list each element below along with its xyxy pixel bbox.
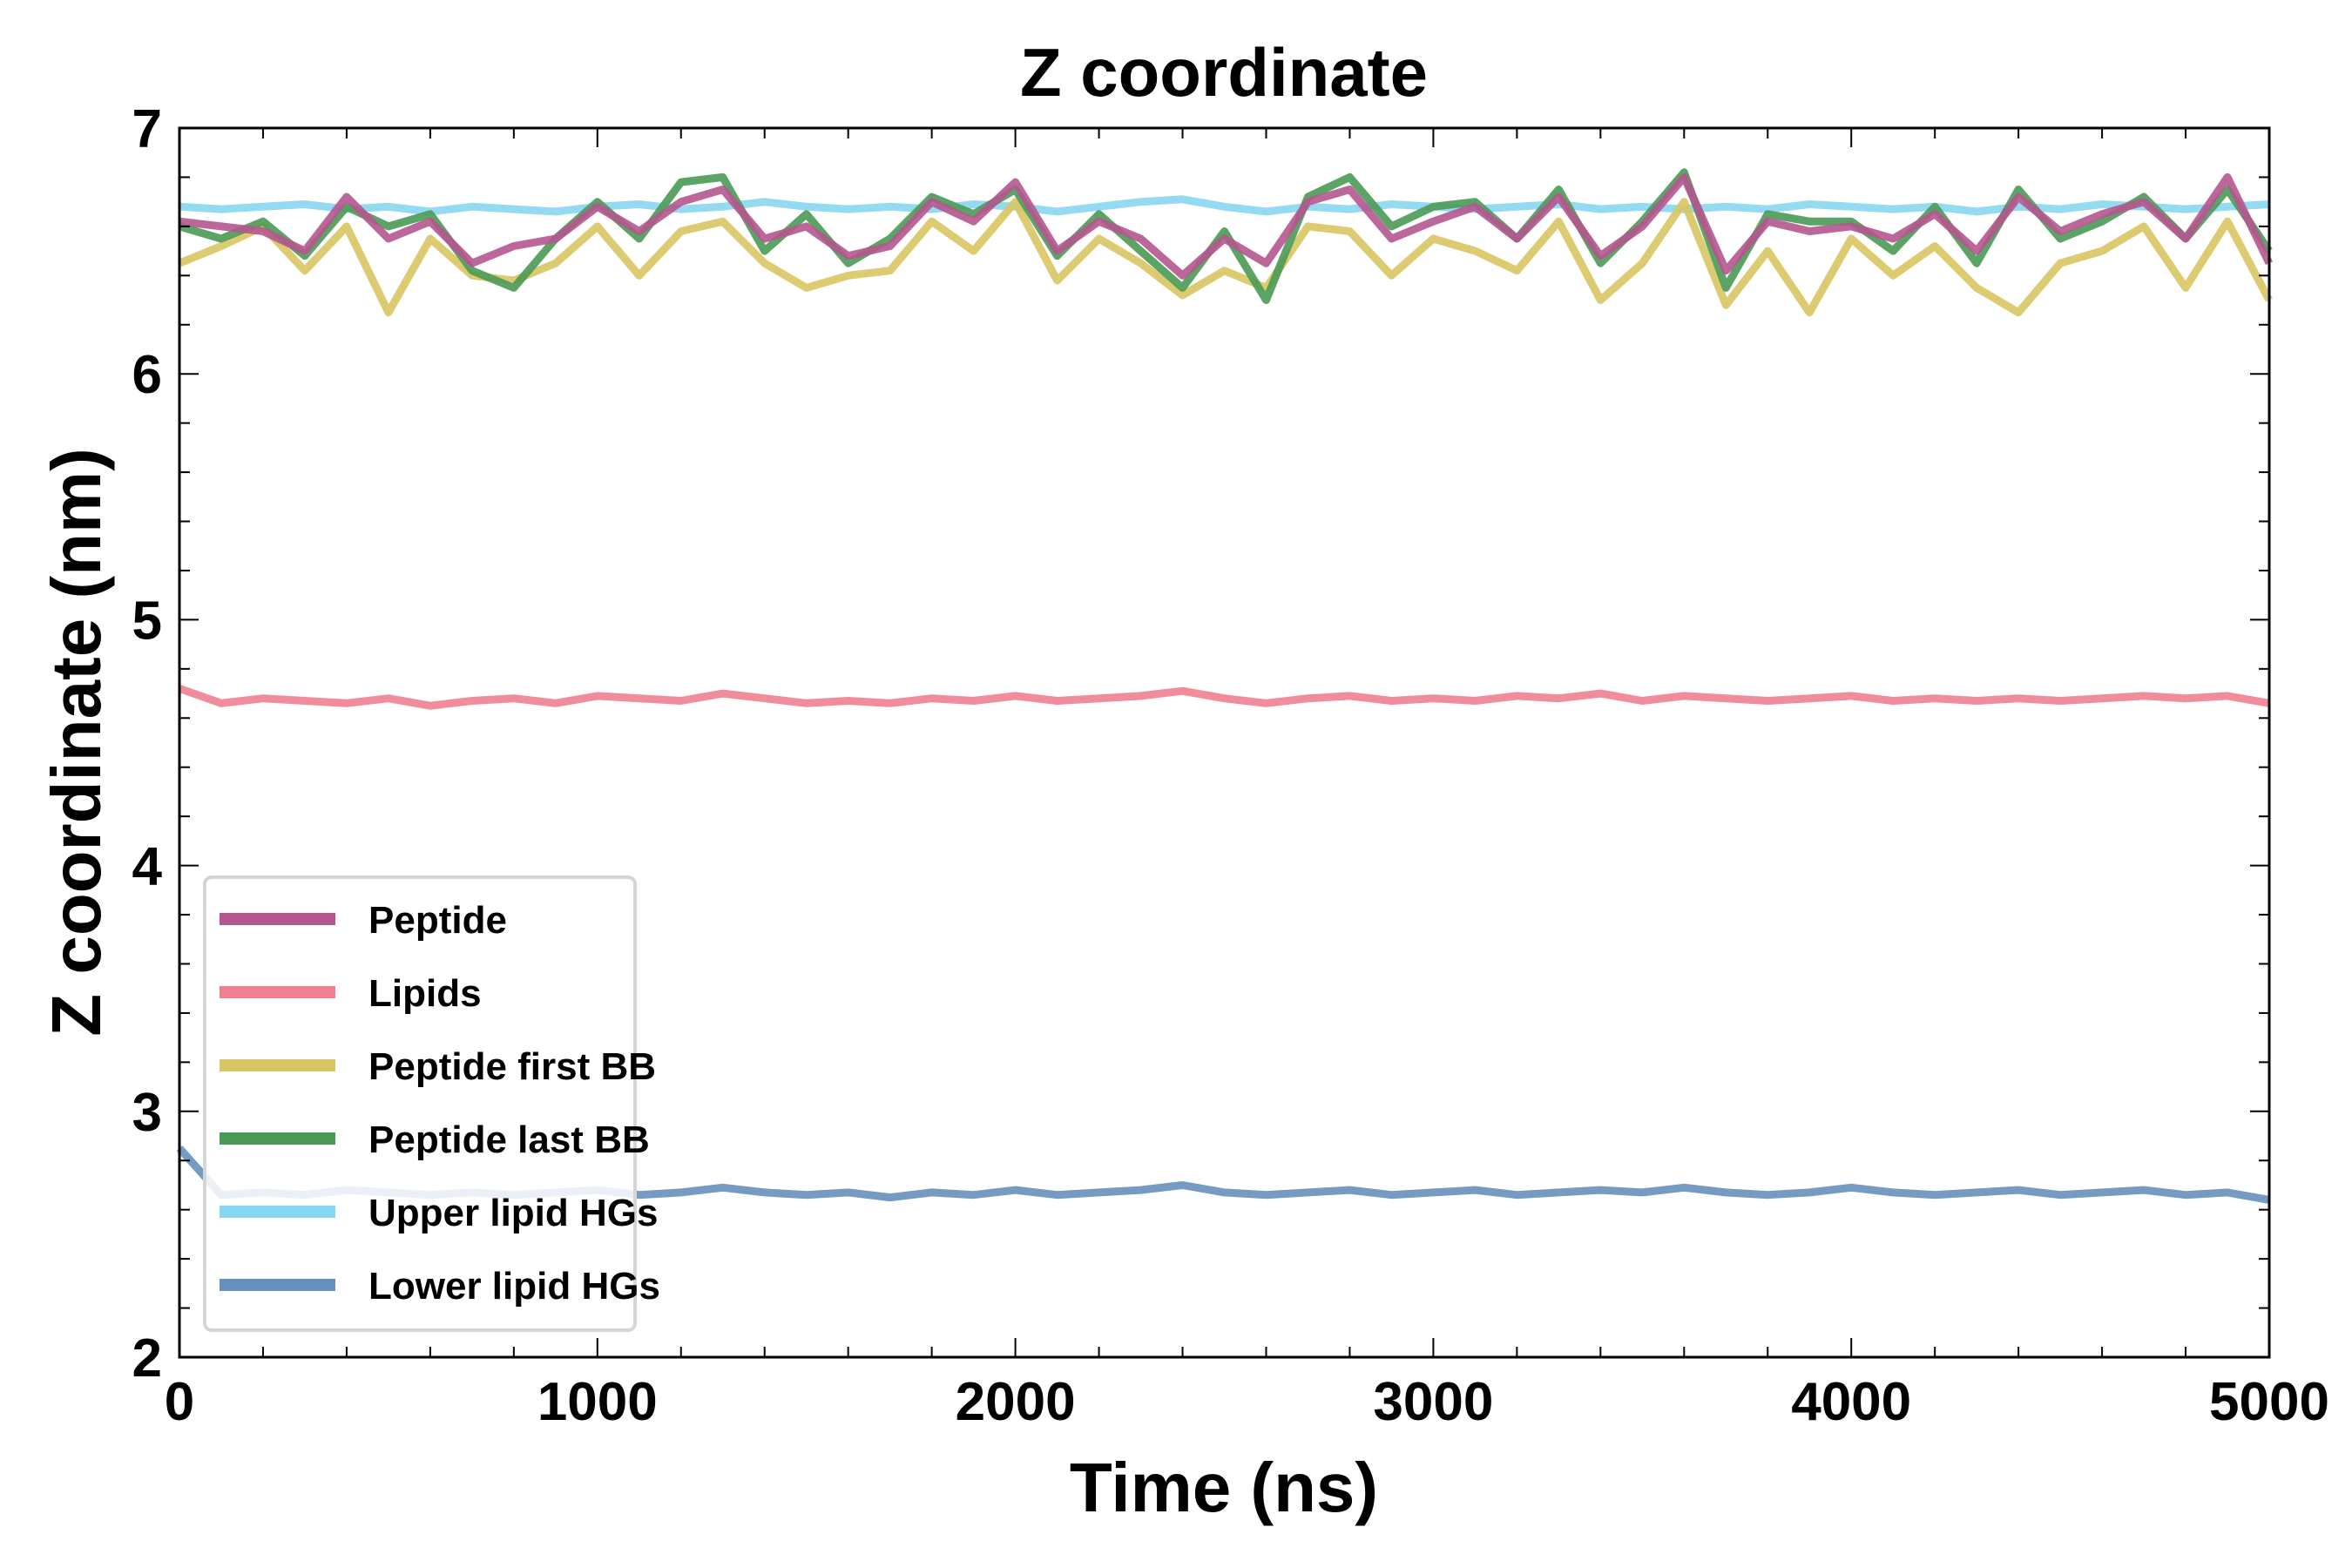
y-tick-label: 7	[132, 99, 162, 159]
legend-label: Peptide first BB	[368, 1045, 656, 1088]
legend-item: Upper lipid HGs	[220, 1192, 658, 1234]
legend-label: Peptide last BB	[368, 1119, 650, 1161]
x-axis-label: Time (ns)	[1070, 1449, 1378, 1526]
legend-label: Lipids	[368, 972, 482, 1015]
y-axis-label: Z coordinate (nm)	[37, 448, 115, 1037]
x-tick-label: 0	[165, 1372, 194, 1432]
series-line-peptide	[179, 172, 2274, 280]
y-tick-label: 4	[132, 837, 163, 897]
legend-label: Peptide	[368, 899, 507, 942]
x-tick-label: 5000	[2209, 1372, 2329, 1432]
plot-frame	[178, 126, 2271, 1359]
x-tick-label: 2000	[956, 1372, 1076, 1432]
y-tick-label: 2	[132, 1328, 162, 1389]
legend-item: Peptide last BB	[220, 1119, 650, 1161]
legend-box	[203, 875, 637, 1332]
x-tick-label: 3000	[1373, 1372, 1493, 1432]
chart-title: Z coordinate	[1020, 34, 1428, 111]
legend-item: Lower lipid HGs	[220, 1265, 660, 1308]
legend-label: Upper lipid HGs	[368, 1192, 658, 1234]
y-tick-label: 3	[132, 1083, 162, 1143]
series-line-upper-lipid-hgs	[179, 195, 2270, 216]
legend-item: Peptide first BB	[220, 1045, 656, 1088]
legend-item: Peptide	[220, 899, 507, 942]
y-tick-label: 5	[132, 591, 162, 651]
x-tick-label: 4000	[1791, 1372, 1911, 1432]
axis-ticks: 0 1000 2000 3000 4000 5000 2 3 4 5 6 7	[132, 99, 2329, 1432]
series-line-lipids	[178, 685, 2270, 710]
legend-item: Lipids	[220, 972, 482, 1015]
legend: Peptide Lipids Peptide first BB Peptide las…	[203, 875, 660, 1332]
legend-label: Lower lipid HGs	[368, 1265, 660, 1308]
y-tick-label: 6	[132, 345, 162, 405]
x-tick-label: 1000	[537, 1372, 658, 1432]
